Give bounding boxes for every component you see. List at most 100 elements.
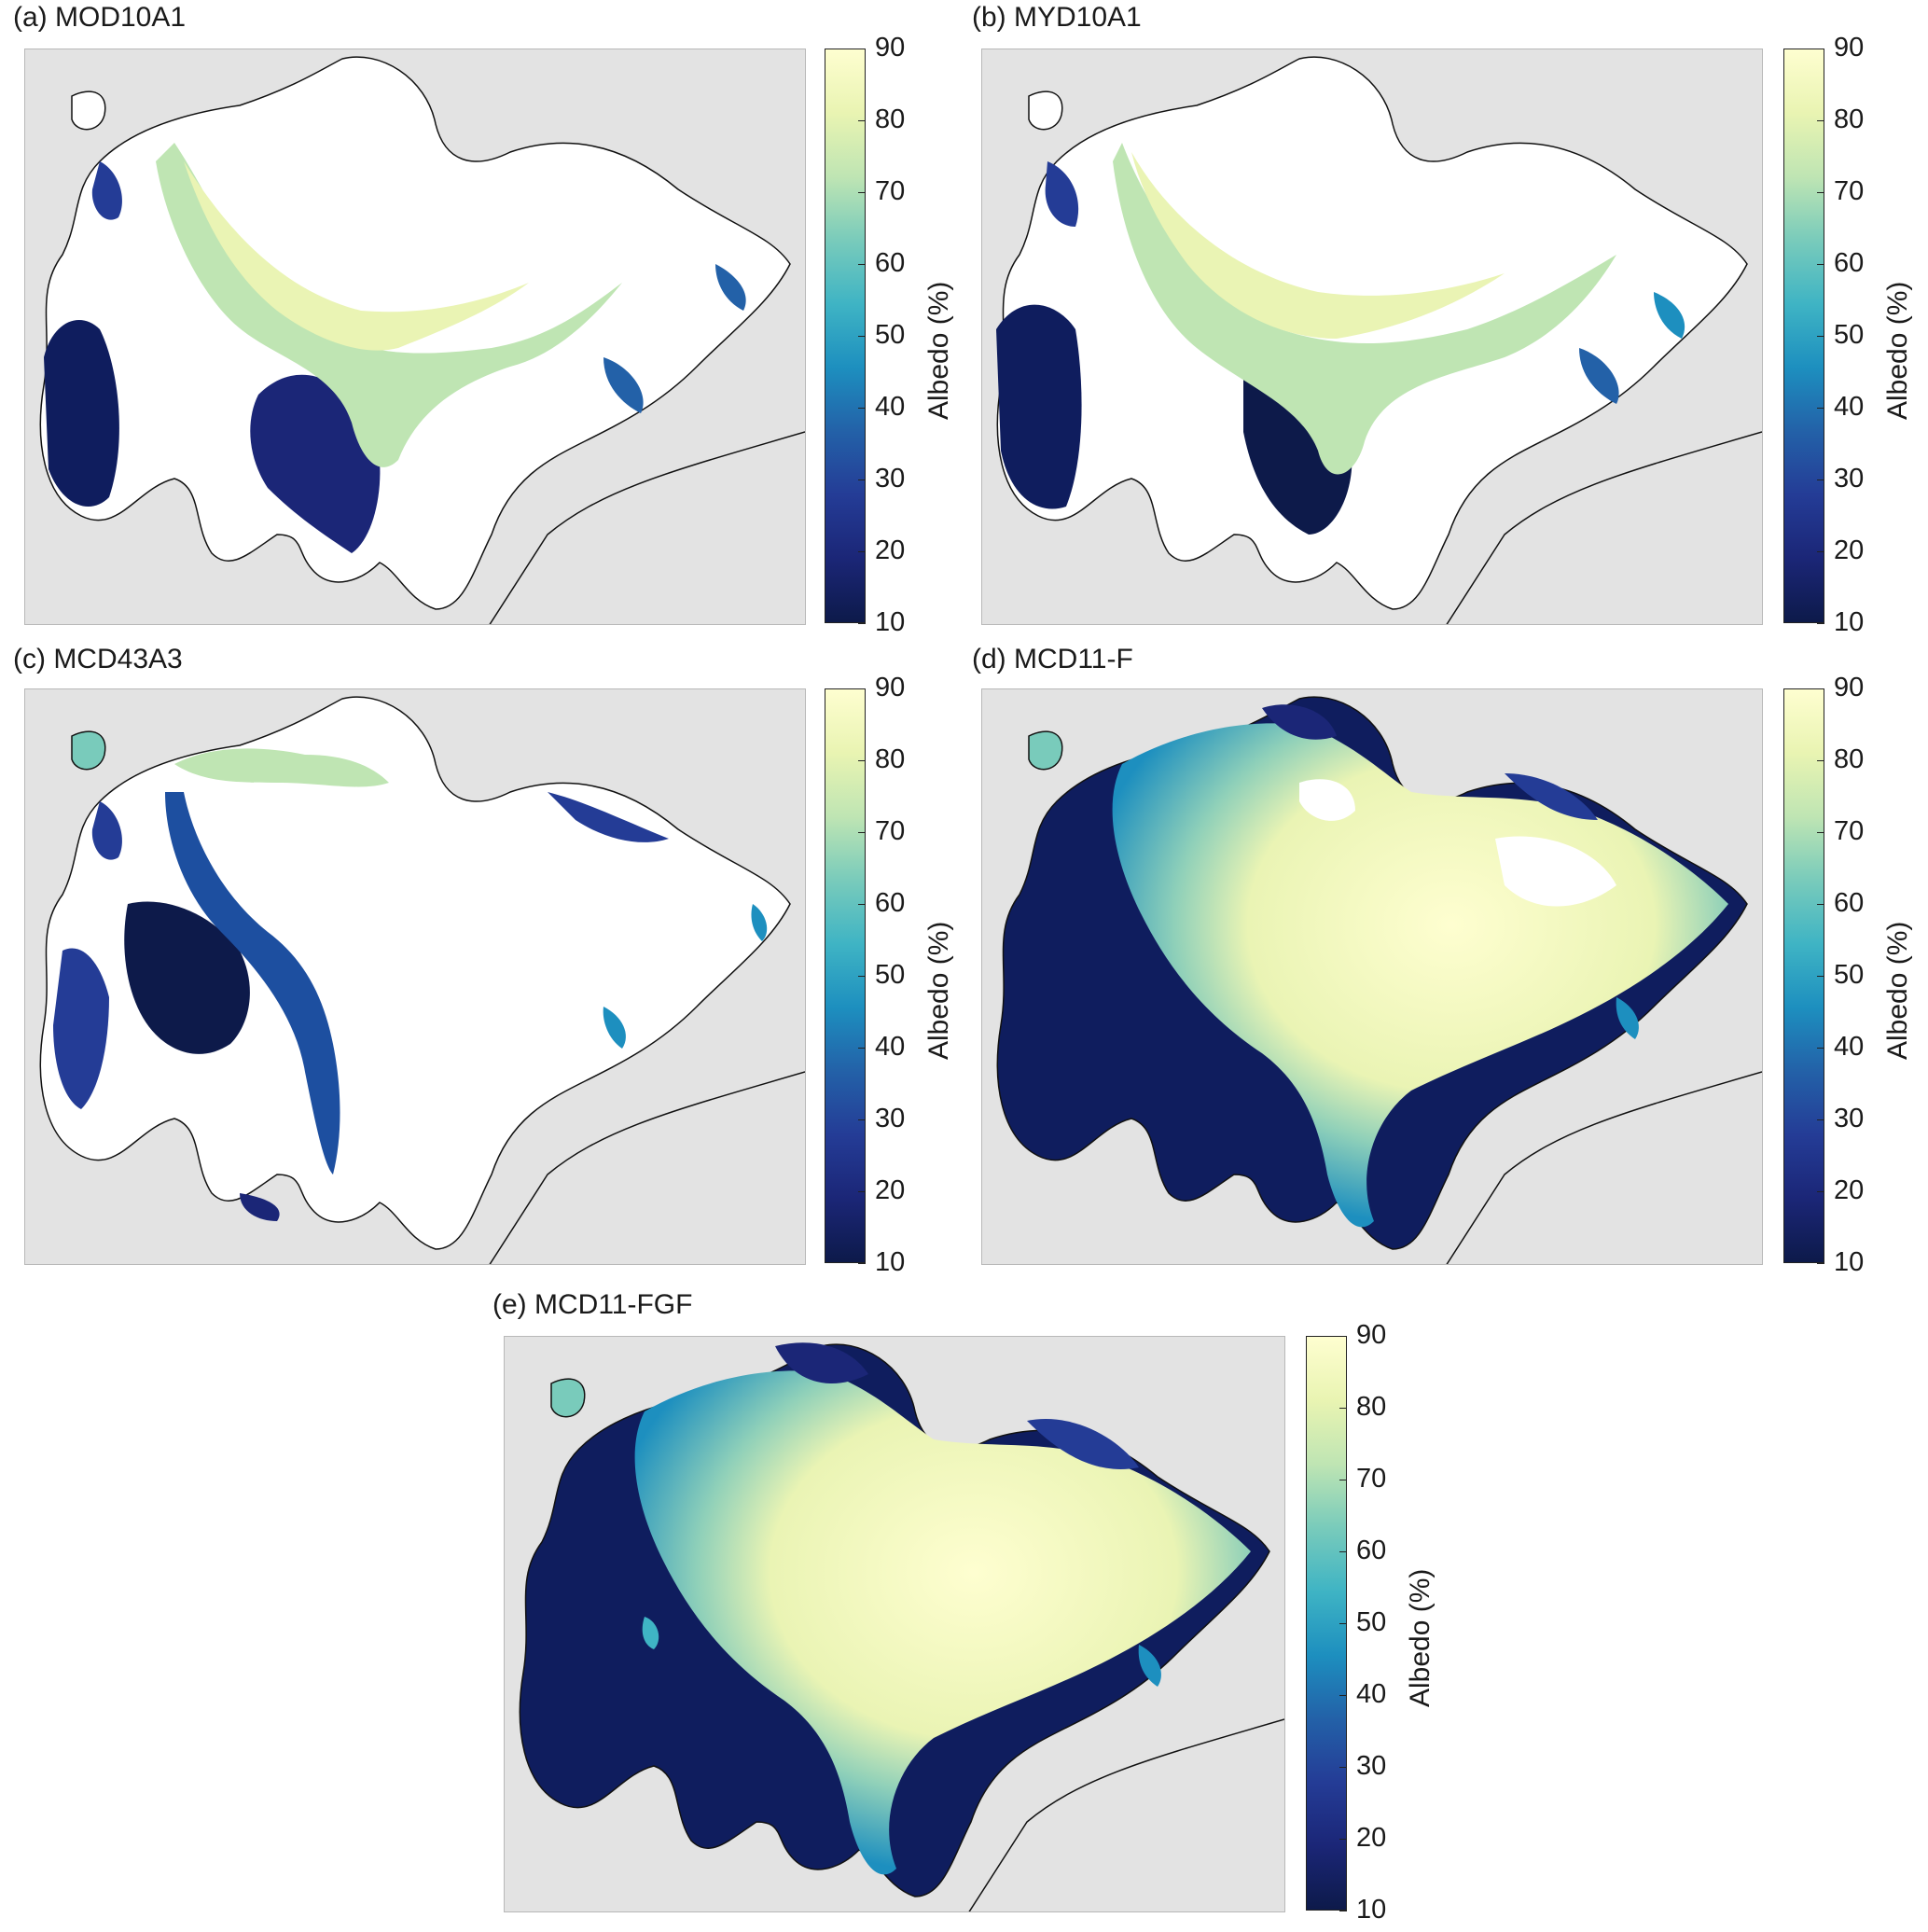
blue-outlet bbox=[91, 801, 122, 860]
colorbar-tick-label: 20 bbox=[875, 535, 906, 565]
colorbar-tickmark bbox=[1817, 1263, 1824, 1264]
colorbar-tickmark bbox=[1817, 904, 1824, 905]
panel-title: (b) MYD10A1 bbox=[972, 2, 1142, 33]
blue-outlet bbox=[91, 161, 122, 220]
colorbar-label: Albedo (%) bbox=[923, 921, 954, 1060]
coast-line bbox=[1446, 431, 1762, 624]
transition-zone bbox=[156, 143, 622, 467]
colorbar-tick-label: 20 bbox=[875, 1175, 906, 1205]
blue-outlet bbox=[1654, 292, 1685, 339]
colorbar-tick-label: 80 bbox=[875, 744, 906, 774]
colorbar-tickmark bbox=[1817, 120, 1824, 121]
panel-title: (d) MCD11-F bbox=[972, 644, 1133, 674]
albedo-map bbox=[981, 688, 1763, 1265]
colorbar-tickmark bbox=[858, 832, 866, 833]
colorbar-tick-label: 20 bbox=[1356, 1823, 1387, 1853]
coast-line bbox=[968, 1718, 1284, 1911]
blue-outlet bbox=[1579, 348, 1619, 404]
colorbar-tickmark bbox=[1817, 760, 1824, 761]
colorbar-tick-label: 60 bbox=[1834, 248, 1865, 278]
colorbar-tickmark bbox=[858, 551, 866, 552]
blue-outlet bbox=[603, 357, 644, 413]
colorbar-tick-label: 60 bbox=[875, 888, 906, 918]
colorbar-tick-label: 70 bbox=[1834, 816, 1865, 846]
blue-outlet bbox=[603, 1007, 626, 1049]
colorbar-tick-label: 50 bbox=[1356, 1607, 1387, 1637]
colorbar-tick-label: 90 bbox=[1356, 1320, 1387, 1350]
blue-outlet bbox=[715, 264, 746, 311]
colorbar-tick-label: 80 bbox=[1834, 744, 1865, 774]
colorbar-tick-label: 70 bbox=[875, 176, 906, 206]
colorbar-tickmark bbox=[858, 1191, 866, 1192]
colorbar-tickmark bbox=[1817, 192, 1824, 193]
low-albedo-margin bbox=[53, 948, 109, 1109]
low-albedo-margin bbox=[44, 320, 119, 507]
colorbar-tickmark bbox=[858, 264, 866, 265]
blue-outlet bbox=[1045, 161, 1079, 227]
colorbar-tickmark bbox=[1817, 551, 1824, 552]
colorbar-tickmark bbox=[1817, 623, 1824, 624]
colorbar-tick-label: 90 bbox=[875, 33, 906, 63]
colorbar-tickmark bbox=[1339, 1623, 1347, 1624]
colorbar-tick-label: 30 bbox=[1834, 1104, 1865, 1133]
glacier-outline bbox=[39, 696, 791, 1250]
low-albedo-margin bbox=[996, 304, 1082, 509]
colorbar-tickmark bbox=[1817, 336, 1824, 337]
colorbar-label: Albedo (%) bbox=[923, 281, 954, 420]
colorbar-tickmark bbox=[1817, 832, 1824, 833]
colorbar-tick-label: 20 bbox=[1834, 535, 1865, 565]
colorbar-tick-label: 40 bbox=[1834, 392, 1865, 422]
colorbar-tick-label: 10 bbox=[875, 607, 906, 637]
colorbar-tickmark bbox=[858, 688, 866, 689]
colorbar-tick-label: 30 bbox=[875, 464, 906, 493]
colorbar-tick-label: 90 bbox=[875, 673, 906, 702]
colorbar-tickmark bbox=[858, 1048, 866, 1049]
panel-title: (a) MOD10A1 bbox=[13, 2, 187, 33]
no-data-gap bbox=[1495, 836, 1616, 907]
blue-outlet bbox=[1505, 773, 1598, 820]
low-albedo-margin bbox=[240, 1193, 280, 1221]
map-svg bbox=[39, 56, 805, 624]
panel-title: (c) MCD43A3 bbox=[13, 644, 183, 674]
colorbar-tickmark bbox=[1817, 264, 1824, 265]
colorbar-tickmark bbox=[858, 976, 866, 977]
colorbar-tickmark bbox=[1339, 1767, 1347, 1768]
margin-band bbox=[548, 792, 669, 842]
colorbar-tick-label: 90 bbox=[1834, 673, 1865, 702]
colorbar-tick-label: 40 bbox=[875, 1032, 906, 1062]
margin-band bbox=[174, 748, 389, 787]
colorbar-tick-label: 10 bbox=[1834, 607, 1865, 637]
colorbar-tickmark bbox=[1339, 1408, 1347, 1409]
colorbar-tick-label: 80 bbox=[875, 104, 906, 134]
colorbar-label: Albedo (%) bbox=[1882, 281, 1913, 420]
colorbar-tick-label: 10 bbox=[1834, 1247, 1865, 1277]
colorbar-tickmark bbox=[858, 1119, 866, 1120]
colorbar-tick-label: 70 bbox=[875, 816, 906, 846]
colorbar-tick-label: 10 bbox=[1356, 1895, 1387, 1925]
colorbar-tickmark bbox=[858, 192, 866, 193]
colorbar-tick-label: 40 bbox=[875, 392, 906, 422]
colorbar-tickmark bbox=[858, 623, 866, 624]
colorbar-tick-label: 60 bbox=[1356, 1536, 1387, 1565]
colorbar-tick-label: 90 bbox=[1834, 33, 1865, 63]
colorbar-tickmark bbox=[858, 760, 866, 761]
colorbar-tick-label: 50 bbox=[1834, 320, 1865, 350]
coast-line bbox=[1446, 1071, 1762, 1264]
colorbar-tickmark bbox=[1339, 1839, 1347, 1840]
colorbar-label: Albedo (%) bbox=[1882, 921, 1913, 1060]
island bbox=[71, 730, 106, 771]
colorbar-tickmark bbox=[1817, 1119, 1824, 1120]
colorbar-tick-label: 30 bbox=[1834, 464, 1865, 493]
blue-outlet bbox=[1616, 997, 1639, 1039]
colorbar-tick-label: 40 bbox=[1356, 1679, 1387, 1709]
colorbar-tick-label: 50 bbox=[875, 320, 906, 350]
albedo-map bbox=[504, 1336, 1285, 1912]
low-albedo-margin bbox=[124, 901, 250, 1054]
colorbar-tick-label: 40 bbox=[1834, 1032, 1865, 1062]
colorbar-tickmark bbox=[1339, 1551, 1347, 1552]
colorbar-tickmark bbox=[858, 904, 866, 905]
colorbar-tickmark bbox=[1817, 408, 1824, 409]
colorbar-tick-label: 70 bbox=[1356, 1464, 1387, 1494]
colorbar-tick-label: 50 bbox=[875, 960, 906, 990]
blue-outlet bbox=[1027, 1419, 1139, 1469]
